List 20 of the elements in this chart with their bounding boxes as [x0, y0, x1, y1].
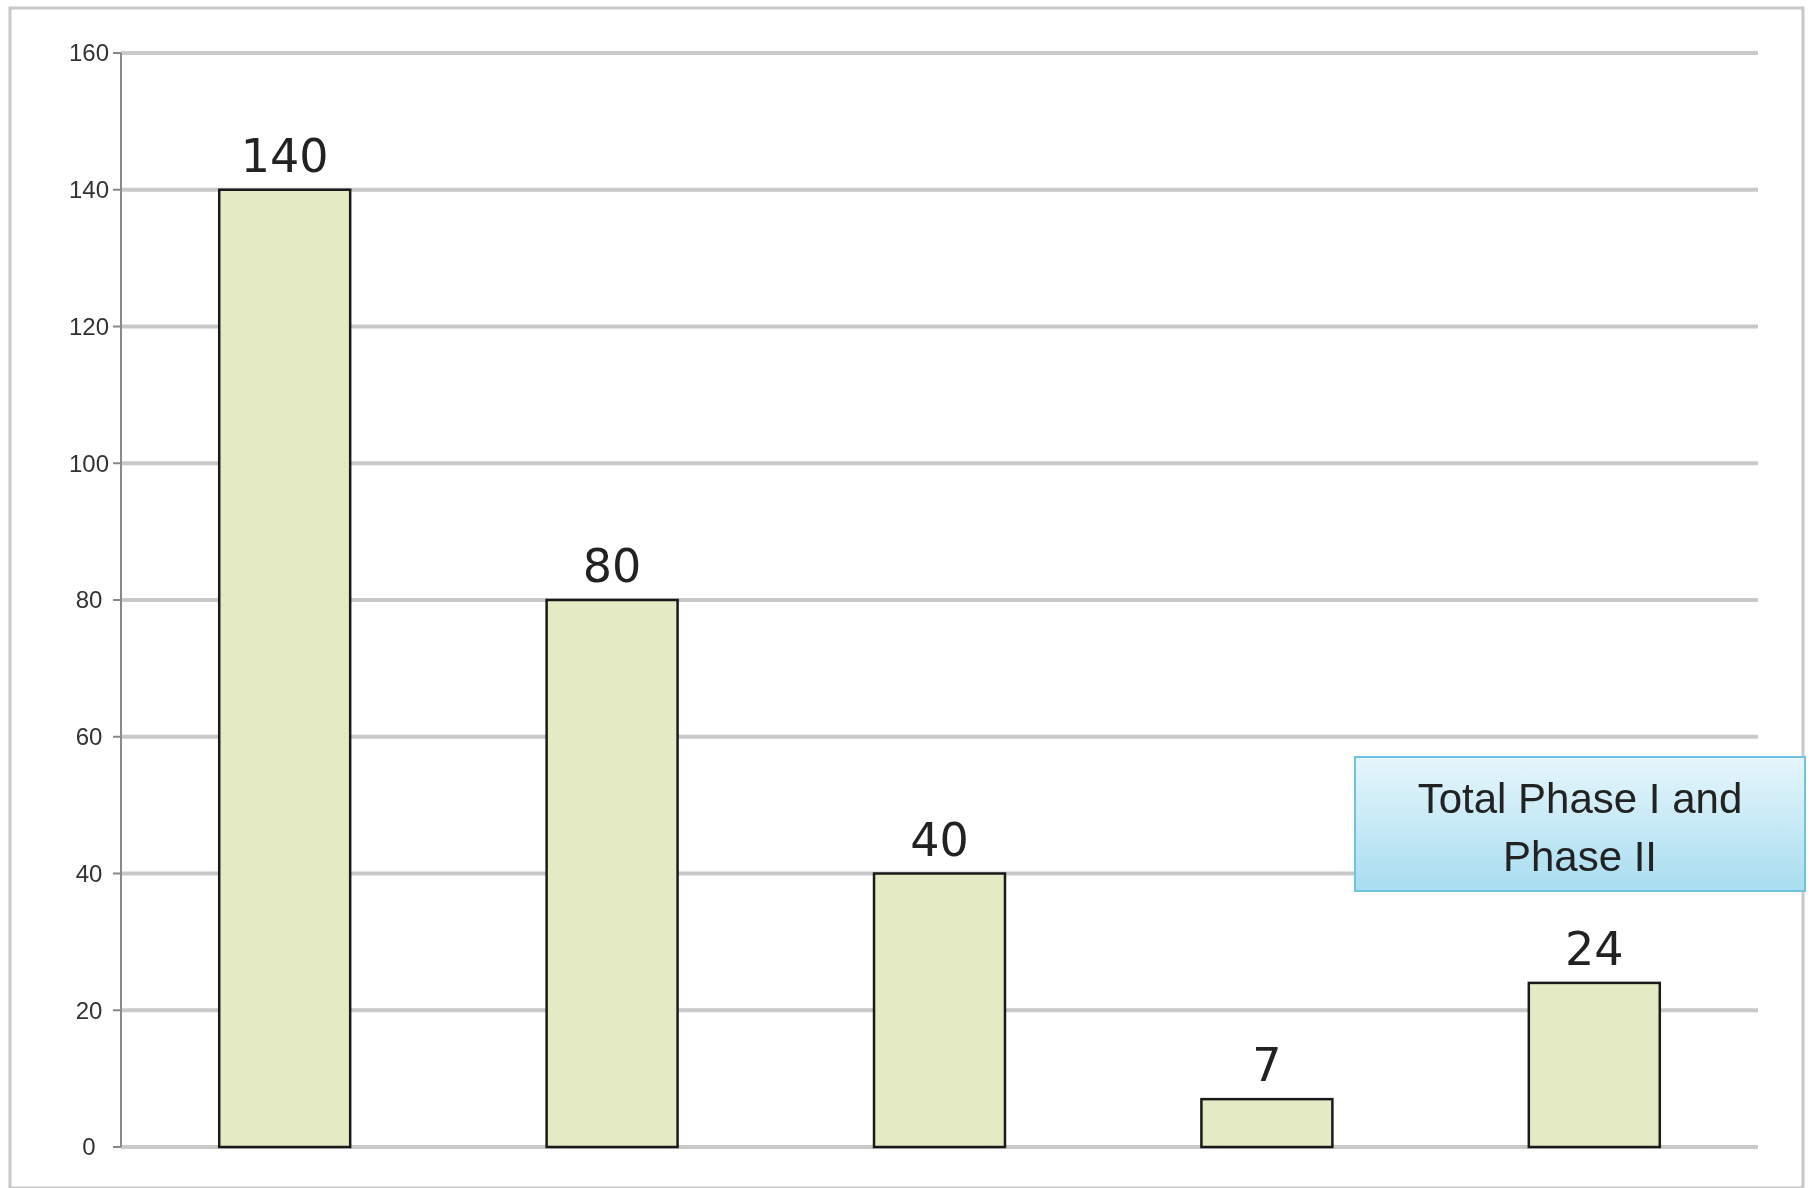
y-tick-label: 60: [75, 723, 103, 751]
bar: [545, 598, 679, 1149]
y-tick-label: 100: [68, 449, 110, 477]
bar: [1527, 981, 1662, 1149]
data-label: 40: [910, 812, 969, 867]
y-tick-label: 0: [82, 1133, 96, 1161]
y-tick-label: 40: [75, 859, 103, 887]
y-tick-label: 140: [68, 176, 110, 204]
y-tick-label: 160: [68, 39, 110, 67]
data-label: 7: [1252, 1038, 1282, 1093]
bar: [872, 872, 1007, 1149]
y-tick-label: 120: [68, 312, 110, 340]
bar: [217, 188, 352, 1149]
data-label: 140: [240, 128, 329, 183]
bar: [1200, 1097, 1334, 1149]
y-tick-label: 80: [75, 586, 103, 614]
data-label: 24: [1565, 921, 1624, 976]
data-label: 80: [582, 539, 642, 593]
y-tick-label: 20: [75, 996, 103, 1024]
annotation: Total Phase I and Phase II: [1417, 775, 1743, 880]
